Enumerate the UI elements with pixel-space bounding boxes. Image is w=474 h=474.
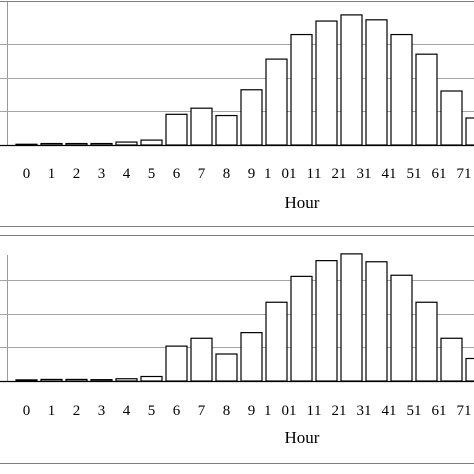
top-bars [15,14,474,146]
x-tick-label: 13 [339,166,364,182]
x-tick-label: 0 [23,403,31,419]
top-chart-panel: 0123456789101112131415161718 Hour [0,1,474,227]
x-tick-label: 18 [464,166,474,182]
bar-hour-14 [365,19,388,146]
bar-hour-3 [90,379,113,382]
x-tick-label: 17 [439,403,465,419]
bottom-x-axis-title: Hour [285,428,320,447]
bar-hour-8 [215,353,238,382]
bar-hour-11 [290,33,313,146]
x-tick-label: 11 [289,166,314,182]
x-tick-label: 15 [389,403,414,419]
bar-hour-18 [465,357,474,382]
bar-hour-7 [190,107,213,146]
bar-hour-9 [240,89,263,146]
x-tick-label: 14 [364,403,390,419]
bar-hour-10 [265,58,288,146]
x-tick-label: 4 [123,403,131,419]
bar-hour-12 [315,260,338,382]
x-tick-label: 10 [264,166,289,182]
x-tick-label: 8 [223,166,231,182]
x-tick-label: 9 [248,403,256,419]
bar-hour-16 [415,301,438,382]
bar-hour-5 [140,139,163,146]
bar-hour-9 [240,332,263,382]
x-tick-label: 1 [48,166,56,182]
x-tick-label: 7 [198,403,206,419]
x-tick-label: 12 [314,166,339,182]
bar-hour-17 [440,337,463,382]
x-tick-label: 16 [414,403,440,419]
bar-hour-16 [415,53,438,146]
x-tick-label: 15 [389,166,414,182]
x-tick-label: 10 [264,403,289,419]
top-tick-labels: 0123456789101112131415161718 [23,166,474,182]
x-tick-label: 14 [364,166,390,182]
bar-hour-2 [65,378,88,382]
bar-hour-17 [440,90,463,146]
bar-hour-2 [65,142,88,146]
bar-hour-12 [315,20,338,146]
bar-hour-1 [40,378,63,382]
bar-hour-7 [190,337,213,382]
bar-hour-11 [290,275,313,382]
x-tick-label: 0 [23,166,31,182]
x-tick-label: 2 [73,403,81,419]
bottom-tick-labels: 0123456789101112131415161718 [23,403,474,419]
x-tick-label: 1 [48,403,56,419]
x-tick-label: 5 [148,403,156,419]
bar-hour-0 [15,143,38,146]
x-tick-label: 3 [98,403,106,419]
x-tick-label: 18 [464,403,474,419]
x-tick-label: 12 [314,403,339,419]
bar-hour-6 [165,113,188,146]
bar-hour-14 [365,261,388,382]
x-tick-label: 9 [248,166,256,182]
x-tick-label: 7 [198,166,206,182]
x-tick-label: 11 [289,403,314,419]
x-tick-label: 13 [339,403,364,419]
bar-hour-15 [390,33,413,146]
bar-hour-4 [115,378,138,382]
bar-hour-0 [15,379,38,382]
x-tick-label: 3 [98,166,106,182]
bar-hour-13 [340,253,363,382]
bar-hour-4 [115,141,138,146]
bar-hour-8 [215,114,238,146]
bar-hour-13 [340,14,363,146]
x-tick-label: 6 [173,403,181,419]
bar-hour-3 [90,142,113,146]
bar-hour-6 [165,345,188,382]
x-tick-label: 4 [123,166,131,182]
x-tick-label: 5 [148,166,156,182]
bar-hour-10 [265,301,288,382]
x-tick-label: 16 [414,166,440,182]
bar-hour-1 [40,142,63,146]
bar-hour-5 [140,375,163,382]
bar-hour-18 [465,117,474,146]
x-tick-label: 8 [223,403,231,419]
x-tick-label: 17 [439,166,465,182]
bottom-chart-panel: 0123456789101112131415161718 Hour [0,235,474,464]
top-x-axis-title: Hour [285,193,320,212]
x-tick-label: 2 [73,166,81,182]
x-tick-label: 6 [173,166,181,182]
bottom-bars [15,253,474,382]
bar-hour-15 [390,274,413,382]
